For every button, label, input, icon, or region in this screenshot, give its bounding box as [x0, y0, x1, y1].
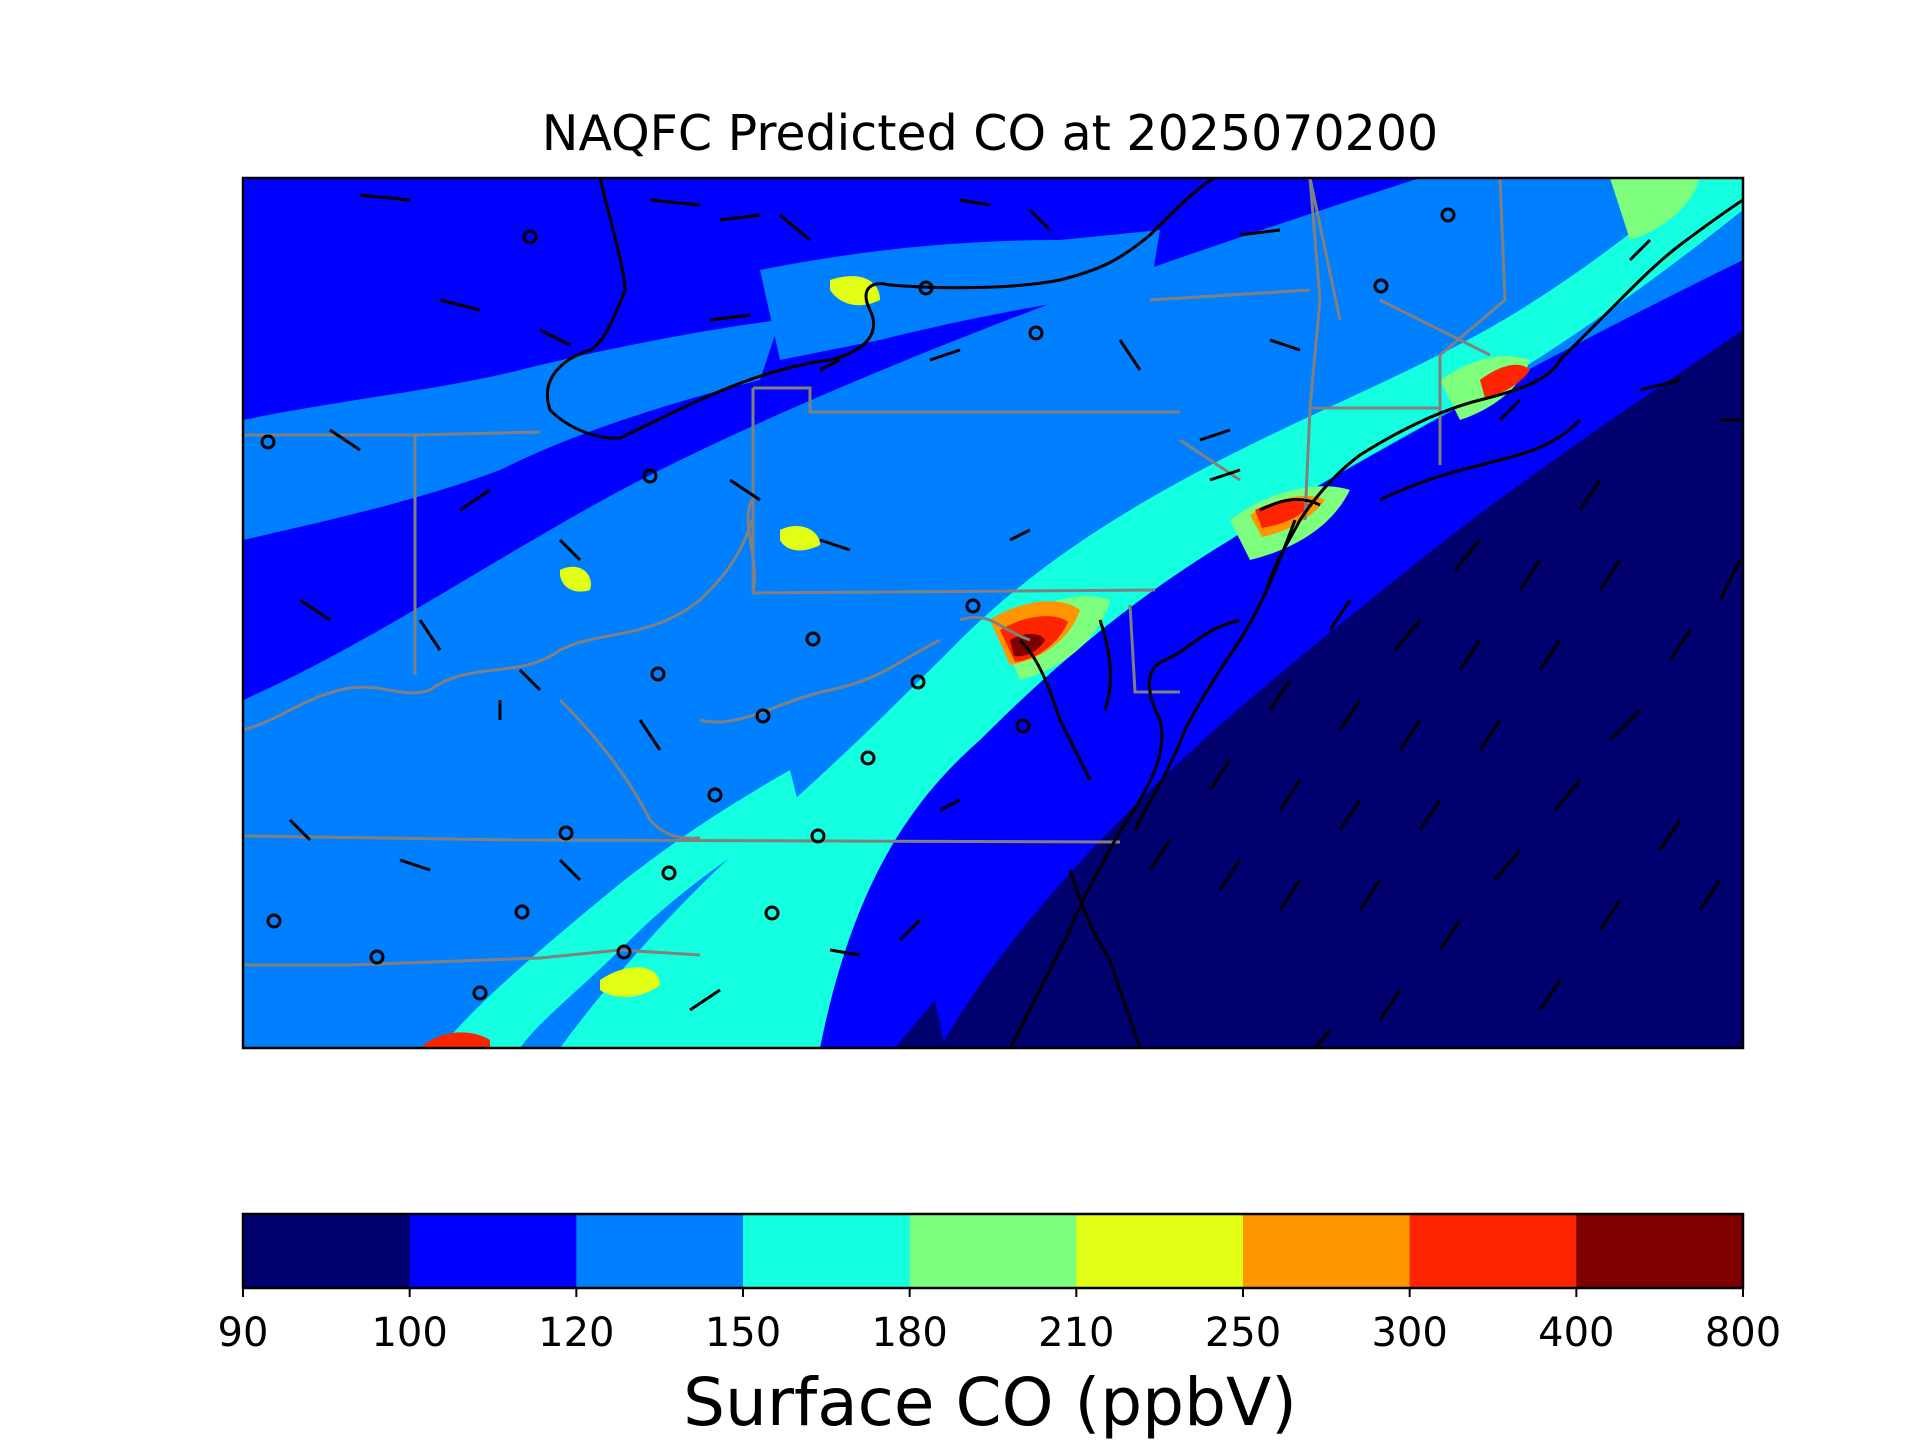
colorbar-tick-label: 210	[1038, 1310, 1114, 1356]
co-concentration-field	[243, 178, 1743, 1048]
colorbar-tick-label: 100	[371, 1310, 447, 1356]
colorbar-segment	[909, 1214, 1077, 1288]
colorbar-tick-label: 120	[538, 1310, 614, 1356]
colorbar-tick-label: 300	[1371, 1310, 1447, 1356]
state-borders	[243, 178, 1507, 967]
colorbar-tick-label: 90	[218, 1310, 269, 1356]
colorbar-tick-label: 800	[1705, 1310, 1781, 1356]
colorbar-segment	[1076, 1214, 1244, 1288]
colorbar-segment	[1409, 1214, 1577, 1288]
map-panel	[243, 178, 1743, 1048]
colorbar-segment	[1576, 1214, 1744, 1288]
colorbar-segment	[243, 1214, 411, 1288]
wind-barbs	[288, 193, 1742, 1048]
calm-wind-circles	[260, 207, 1456, 1001]
colorbar-label: Surface CO (ppbV)	[683, 1364, 1297, 1440]
colorbar-segment	[1243, 1214, 1411, 1288]
colorbar-tick-label: 250	[1205, 1310, 1281, 1356]
map-frame	[241, 176, 1745, 1050]
coastlines	[545, 178, 1743, 1048]
colorbar-tick-label: 180	[871, 1310, 947, 1356]
colorbar-segment	[409, 1214, 577, 1288]
colorbar-frame	[241, 1212, 1745, 1290]
colorbar-tick-label: 150	[705, 1310, 781, 1356]
map-title: NAQFC Predicted CO at 2025070200	[542, 105, 1438, 162]
colorbar-tick-label: 400	[1538, 1310, 1614, 1356]
colorbar: 90 100 120 150 180 210 250 300 400 800	[218, 1214, 1781, 1356]
colorbar-segment	[576, 1214, 744, 1288]
colorbar-segment	[743, 1214, 911, 1288]
